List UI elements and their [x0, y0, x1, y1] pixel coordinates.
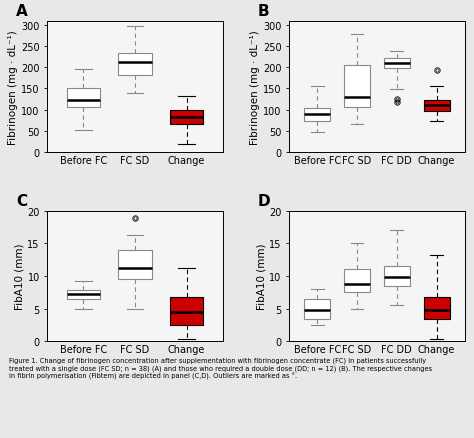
PathPatch shape — [67, 291, 100, 299]
PathPatch shape — [67, 89, 100, 108]
Text: Figure 1. Change of fibrinogen concentration after supplementation with fibrinog: Figure 1. Change of fibrinogen concentra… — [9, 357, 433, 379]
PathPatch shape — [424, 101, 449, 112]
Text: D: D — [258, 194, 270, 208]
PathPatch shape — [170, 297, 203, 325]
Y-axis label: Fibrinogen (mg · dL⁻¹): Fibrinogen (mg · dL⁻¹) — [9, 30, 18, 145]
PathPatch shape — [304, 109, 330, 122]
Text: A: A — [16, 4, 27, 19]
Text: B: B — [258, 4, 269, 19]
PathPatch shape — [344, 270, 370, 293]
PathPatch shape — [118, 53, 152, 75]
Y-axis label: FibA10 (mm): FibA10 (mm) — [256, 243, 266, 310]
PathPatch shape — [118, 250, 152, 279]
PathPatch shape — [344, 66, 370, 108]
PathPatch shape — [170, 110, 203, 125]
PathPatch shape — [424, 297, 449, 319]
PathPatch shape — [384, 59, 410, 69]
Y-axis label: FibA10 (mm): FibA10 (mm) — [15, 243, 25, 310]
PathPatch shape — [304, 299, 330, 319]
PathPatch shape — [384, 267, 410, 286]
Text: C: C — [16, 194, 27, 208]
Y-axis label: Fibrinogen (mg · dL⁻¹): Fibrinogen (mg · dL⁻¹) — [250, 30, 260, 145]
